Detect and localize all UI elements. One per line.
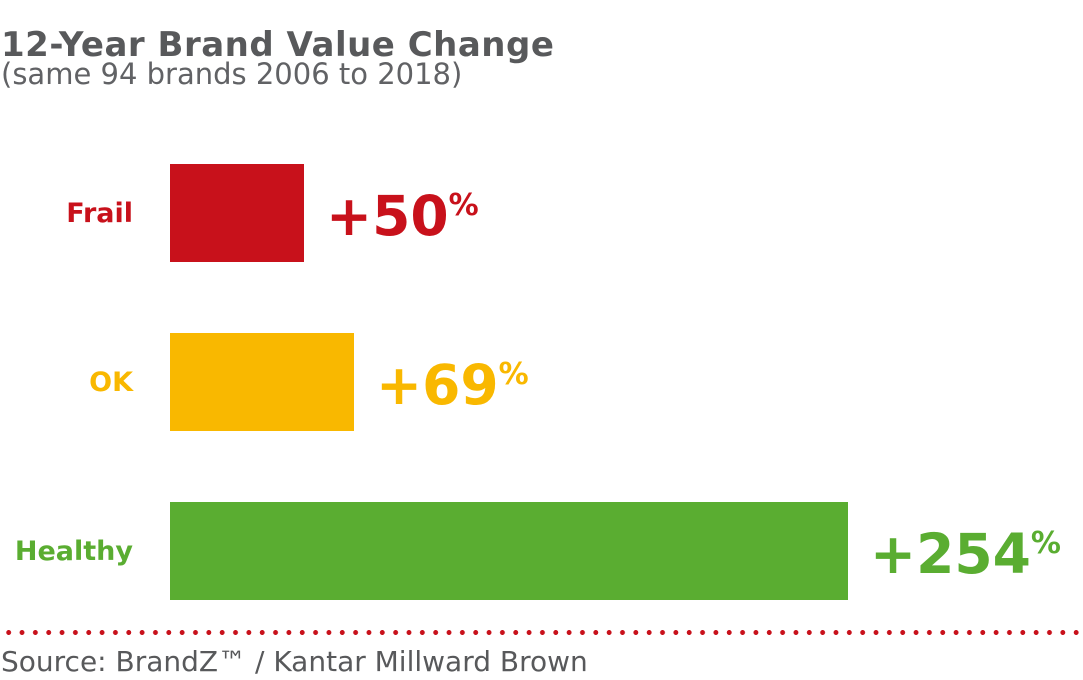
value-number: +50 — [326, 183, 449, 248]
value-label-frail: +50% — [326, 187, 479, 244]
value-number: +69 — [376, 352, 499, 417]
chart-subtitle: (same 94 brands 2006 to 2018) — [1, 57, 463, 91]
percent-sign: % — [498, 356, 529, 392]
bar-ok — [170, 333, 354, 431]
category-label-frail: Frail — [66, 197, 133, 229]
chart-row-healthy: Healthy +254% — [0, 502, 1061, 600]
value-label-healthy: +254% — [870, 525, 1061, 582]
category-label-healthy: Healthy — [14, 535, 133, 567]
bar-frail — [170, 164, 304, 262]
chart-row-frail: Frail +50% — [0, 164, 479, 262]
source-attribution: Source: BrandZ™ / Kantar Millward Brown — [1, 645, 588, 678]
value-label-ok: +69% — [376, 356, 529, 413]
category-label-ok: OK — [89, 366, 133, 398]
percent-sign: % — [448, 187, 479, 223]
dotted-divider — [0, 629, 1083, 636]
bar-healthy — [170, 502, 848, 600]
chart-row-ok: OK +69% — [0, 333, 529, 431]
percent-sign: % — [1030, 525, 1061, 561]
value-number: +254 — [870, 521, 1031, 586]
chart-title: 12-Year Brand Value Change — [1, 24, 555, 65]
